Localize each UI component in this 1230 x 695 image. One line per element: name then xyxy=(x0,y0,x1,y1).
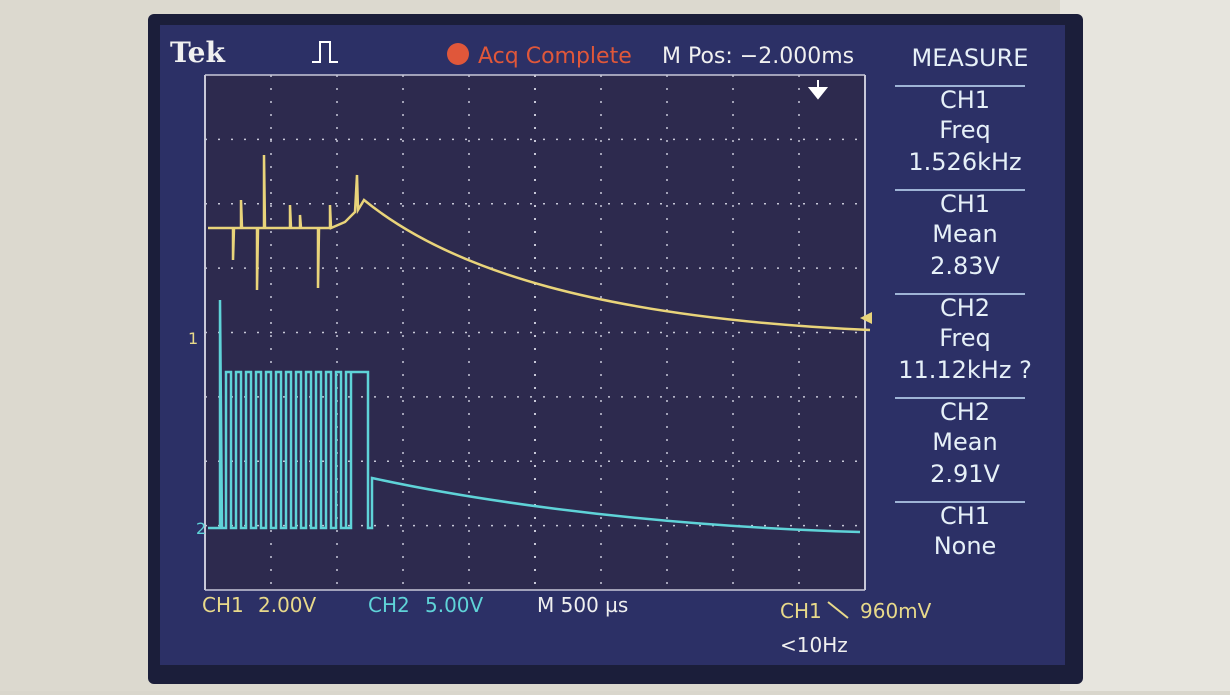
measure-value: 2.91V xyxy=(930,460,1000,488)
ch1-scale: 2.00V xyxy=(258,593,317,617)
measure-source: CH1 xyxy=(940,502,990,530)
measure-value: 11.12kHz ? xyxy=(898,356,1032,384)
measure-panel: CH1Freq1.526kHzCH1Mean2.83VCH2Freq11.12k… xyxy=(895,85,1032,560)
measure-source: CH2 xyxy=(940,294,990,322)
trigger-icon xyxy=(312,41,338,63)
trigger-level-marker xyxy=(860,312,872,324)
ch2-scale: 5.00V xyxy=(425,593,484,617)
measure-type: Freq xyxy=(939,116,990,144)
m-pos: M Pos: −2.000ms xyxy=(662,44,854,69)
measure-type: Mean xyxy=(932,220,997,248)
trigger-freq: <10Hz xyxy=(780,633,848,657)
ch1-marker: 1 xyxy=(188,329,198,348)
ch1-label: CH1 xyxy=(202,593,244,617)
measure-source: CH1 xyxy=(940,190,990,218)
side-panel xyxy=(1060,0,1230,691)
ch2-marker: 2 xyxy=(196,519,206,538)
ch1-trace xyxy=(208,154,871,332)
measure-title: MEASURE xyxy=(912,44,1029,72)
acq-status: Acq Complete xyxy=(478,44,632,69)
measure-source: CH1 xyxy=(940,86,990,114)
ch2-trace xyxy=(208,299,861,534)
trigger-source: CH1 xyxy=(780,599,822,623)
status-dot xyxy=(447,43,469,65)
measure-type: Freq xyxy=(939,324,990,352)
measure-source: CH2 xyxy=(940,398,990,426)
trigger-position-marker xyxy=(807,80,829,100)
trigger-level: 960mV xyxy=(860,599,932,623)
graticule xyxy=(205,75,865,590)
brand: Tek xyxy=(170,36,225,69)
measure-value: 1.526kHz xyxy=(908,148,1021,176)
measure-type: Mean xyxy=(932,428,997,456)
trigger-slope xyxy=(827,601,849,619)
timebase: M 500 µs xyxy=(537,593,628,617)
ch2-label: CH2 xyxy=(368,593,410,617)
measure-type: None xyxy=(934,532,997,560)
measure-value: 2.83V xyxy=(930,252,1000,280)
